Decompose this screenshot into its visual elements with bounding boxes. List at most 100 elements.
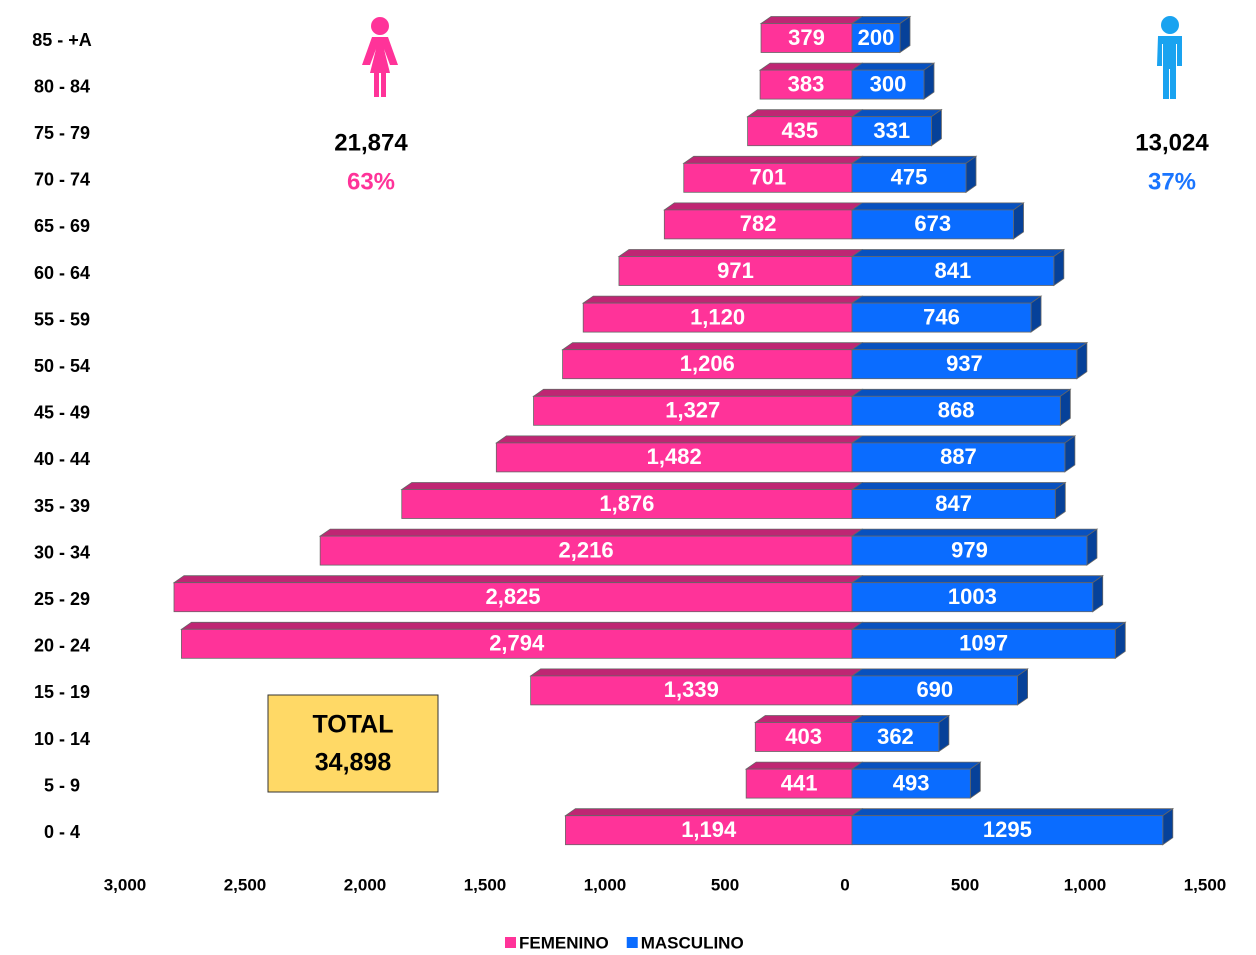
value-label: 1,482 — [647, 444, 702, 469]
bar — [851, 442, 1066, 473]
value-label: 1003 — [948, 584, 997, 609]
bar — [747, 116, 853, 147]
bar — [683, 162, 853, 193]
bar — [851, 69, 925, 100]
bar — [851, 768, 971, 799]
value-label: 1097 — [959, 631, 1008, 656]
bar-top — [850, 388, 1072, 397]
bar-top — [663, 202, 864, 211]
bar — [851, 628, 1116, 659]
bar-top — [850, 761, 982, 770]
bar-top — [581, 295, 864, 304]
bar — [851, 535, 1088, 566]
bar-top — [564, 808, 864, 817]
bar — [851, 815, 1164, 846]
bar-top — [746, 109, 864, 118]
bar-top — [754, 715, 864, 723]
bar-top — [850, 202, 1025, 211]
male-icon — [1157, 16, 1182, 99]
value-label: 701 — [750, 165, 787, 190]
value-label: 937 — [946, 351, 983, 376]
value-label: 847 — [935, 491, 972, 516]
bar — [759, 69, 853, 100]
value-label: 1,339 — [664, 677, 719, 702]
y-tick-label: 45 - 49 — [34, 403, 90, 423]
bar — [181, 628, 853, 659]
y-tick-label: 0 - 4 — [44, 822, 80, 842]
value-label: 868 — [938, 398, 975, 423]
value-label: 979 — [951, 537, 988, 562]
total-box — [267, 694, 439, 793]
bar-top — [850, 575, 1104, 584]
value-label: 1295 — [983, 817, 1032, 842]
bar-top — [744, 761, 864, 770]
y-tick-label: 70 - 74 — [34, 170, 90, 190]
y-tick-label: 65 - 69 — [34, 216, 90, 236]
value-label: 690 — [916, 677, 953, 702]
y-tick-label: 35 - 39 — [34, 496, 90, 516]
bar-top — [850, 528, 1099, 537]
value-label: 782 — [740, 211, 777, 236]
x-tick-label: 0 — [840, 875, 849, 894]
value-label: 300 — [870, 71, 907, 96]
y-tick-label: 50 - 54 — [34, 356, 90, 376]
value-label: 362 — [877, 724, 914, 749]
bar — [565, 815, 853, 846]
bar — [851, 489, 1056, 519]
bar-top — [617, 249, 864, 257]
bar-top — [850, 62, 936, 71]
bar — [618, 256, 853, 286]
value-label: 475 — [891, 165, 928, 190]
bar — [760, 23, 853, 53]
value-label: 2,794 — [489, 631, 545, 656]
female-icon — [362, 17, 398, 97]
legend-label: MASCULINO — [641, 933, 744, 952]
bar — [495, 442, 853, 473]
bar-top — [850, 435, 1077, 444]
bar — [562, 349, 853, 380]
y-tick-label: 30 - 34 — [34, 542, 90, 562]
x-tick-label: 500 — [951, 875, 979, 894]
bar — [745, 768, 853, 799]
bar — [851, 209, 1014, 240]
bar-top — [495, 435, 864, 444]
y-tick-label: 60 - 64 — [34, 263, 90, 283]
bar — [851, 582, 1094, 613]
bar — [851, 116, 932, 147]
bar-top — [850, 155, 978, 164]
x-tick-label: 1,000 — [1064, 875, 1107, 894]
total-value: 34,898 — [315, 749, 392, 777]
bar — [582, 302, 853, 333]
bar — [533, 395, 853, 426]
value-label: 2,825 — [485, 584, 540, 609]
value-label: 841 — [935, 258, 972, 283]
value-label: 1,194 — [681, 817, 737, 842]
value-label: 746 — [923, 304, 960, 329]
value-label: 1,120 — [690, 304, 745, 329]
bar — [754, 722, 853, 752]
value-label: 403 — [785, 724, 822, 749]
bar — [319, 535, 853, 566]
value-label: 493 — [893, 770, 930, 795]
bar — [851, 256, 1055, 286]
bar — [851, 722, 940, 752]
female-total: 21,874 — [334, 129, 408, 156]
bar — [851, 162, 967, 193]
bar — [851, 675, 1019, 706]
legend-swatch — [626, 937, 638, 948]
bar-top — [850, 808, 1175, 817]
bar-top — [850, 482, 1067, 490]
bar-top — [180, 621, 864, 630]
value-label: 1,876 — [599, 491, 654, 516]
y-tick-label: 75 - 79 — [34, 123, 90, 143]
value-label: 331 — [873, 118, 910, 143]
y-tick-label: 15 - 19 — [34, 682, 90, 702]
x-tick-label: 3,000 — [104, 875, 147, 894]
y-tick-label: 55 - 59 — [34, 309, 90, 329]
value-label: 379 — [788, 25, 825, 50]
bar-top — [850, 249, 1066, 257]
y-tick-label: 25 - 29 — [34, 589, 90, 609]
y-tick-label: 20 - 24 — [34, 636, 90, 656]
y-tick-label: 10 - 14 — [34, 729, 90, 749]
